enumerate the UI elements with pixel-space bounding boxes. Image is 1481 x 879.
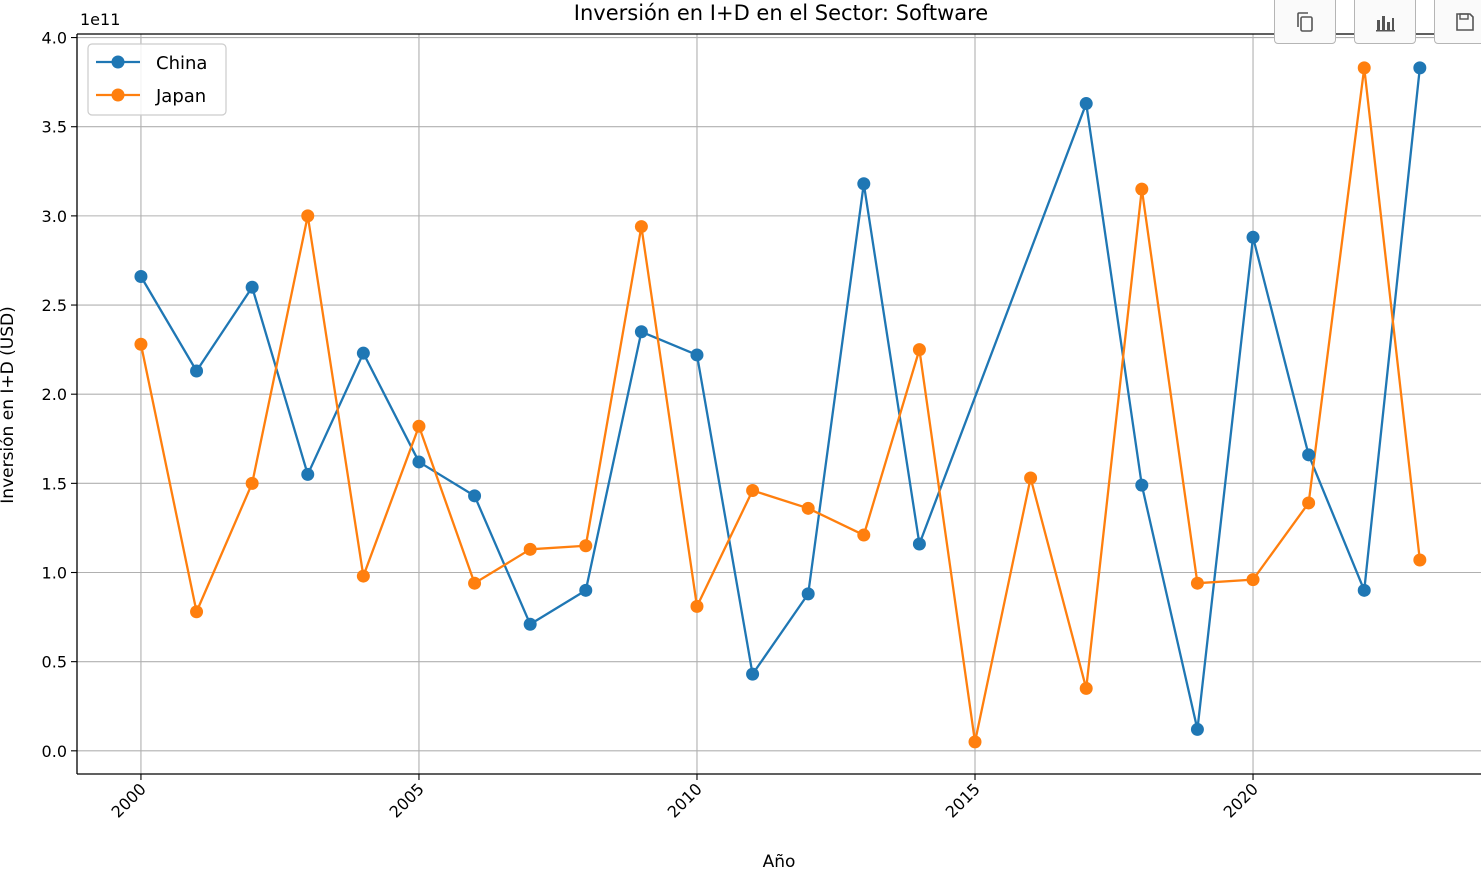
data-point-china — [468, 489, 482, 503]
y-tick-label: 4.0 — [42, 29, 67, 48]
figure-toolbar — [1274, 0, 1481, 44]
data-point-japan — [1357, 61, 1371, 75]
data-point-china — [801, 587, 815, 601]
y-tick-label: 1.0 — [42, 564, 67, 583]
data-point-japan — [690, 599, 704, 613]
y-tick-label: 3.0 — [42, 207, 67, 226]
x-tick-label: 2010 — [664, 779, 706, 821]
y-axis-label: Inversión en I+D (USD) — [0, 306, 18, 503]
data-point-japan — [912, 343, 926, 357]
y-tick-label: 0.5 — [42, 653, 67, 672]
save-button[interactable] — [1434, 0, 1481, 44]
data-point-japan — [1190, 576, 1204, 590]
data-point-china — [1413, 61, 1427, 75]
x-tick-label: 2015 — [942, 779, 984, 821]
x-tick-label: 2000 — [108, 779, 150, 821]
legend-entry-china: China — [96, 53, 207, 74]
legend: China Japan — [87, 43, 227, 116]
data-point-china — [134, 270, 148, 284]
data-point-japan — [857, 528, 871, 542]
y-tick-label: 0.0 — [42, 742, 67, 761]
axes — [71, 33, 1481, 780]
data-point-japan — [634, 220, 648, 234]
tick-labels: 0.0 0.5 1.0 1.5 2.0 2.5 3.0 3.5 4.0 2000 2005 2010 2… — [42, 29, 1262, 822]
data-point-china — [1135, 478, 1149, 492]
data-point-japan — [1246, 573, 1260, 587]
y-tick-label: 1.5 — [42, 474, 67, 493]
data-point-japan — [1135, 182, 1149, 196]
data-point-china — [746, 667, 760, 681]
data-point-japan — [134, 337, 148, 351]
data-point-japan — [801, 501, 815, 515]
y-tick-label: 2.0 — [42, 385, 67, 404]
data-point-china — [245, 280, 259, 294]
y-offset-label: 1e11 — [80, 10, 120, 29]
save-icon — [1456, 13, 1474, 31]
legend-label-japan: Japan — [155, 86, 206, 107]
x-axis-label: Año — [763, 852, 796, 872]
data-point-japan — [356, 569, 370, 583]
data-point-china — [1246, 230, 1260, 244]
data-point-china — [412, 455, 426, 469]
data-point-japan — [190, 605, 204, 619]
data-point-china — [1357, 583, 1371, 597]
series-lines — [134, 61, 1427, 749]
grid-lines — [77, 34, 1481, 774]
data-point-china — [690, 348, 704, 362]
series-line-china — [139, 67, 1421, 731]
series-line-japan — [139, 66, 1421, 744]
data-point-china — [356, 346, 370, 360]
data-point-japan — [746, 483, 760, 497]
data-point-china — [1190, 722, 1204, 736]
data-point-japan — [968, 735, 982, 749]
data-point-japan — [1302, 496, 1316, 510]
data-point-china — [190, 364, 204, 378]
data-point-japan — [1079, 681, 1093, 695]
data-point-japan — [412, 419, 426, 433]
y-tick-label: 3.5 — [42, 118, 67, 137]
data-point-japan — [468, 576, 482, 590]
x-tick-label: 2020 — [1220, 779, 1262, 821]
data-point-china — [634, 325, 648, 339]
chart-button[interactable] — [1354, 0, 1416, 44]
bar-chart-icon — [1376, 16, 1395, 32]
data-point-japan — [1413, 553, 1427, 567]
data-point-japan — [301, 209, 315, 223]
data-point-japan — [1024, 471, 1038, 485]
copy-icon — [1297, 12, 1313, 32]
data-point-china — [912, 537, 926, 551]
x-tick-label: 2005 — [386, 779, 428, 821]
data-point-china — [857, 177, 871, 191]
chart-title: Inversión en I+D en el Sector: Software — [574, 1, 988, 25]
data-point-china — [1302, 448, 1316, 462]
legend-label-china: China — [156, 53, 207, 74]
data-point-china — [579, 583, 593, 597]
data-point-china — [523, 617, 537, 631]
data-point-china — [301, 467, 315, 481]
data-point-china — [1079, 97, 1093, 111]
data-point-japan — [245, 476, 259, 490]
data-point-japan — [579, 539, 593, 553]
data-point-japan — [523, 542, 537, 556]
y-tick-label: 2.5 — [42, 296, 67, 315]
copy-button[interactable] — [1274, 0, 1336, 44]
legend-entry-japan: Japan — [96, 86, 206, 107]
